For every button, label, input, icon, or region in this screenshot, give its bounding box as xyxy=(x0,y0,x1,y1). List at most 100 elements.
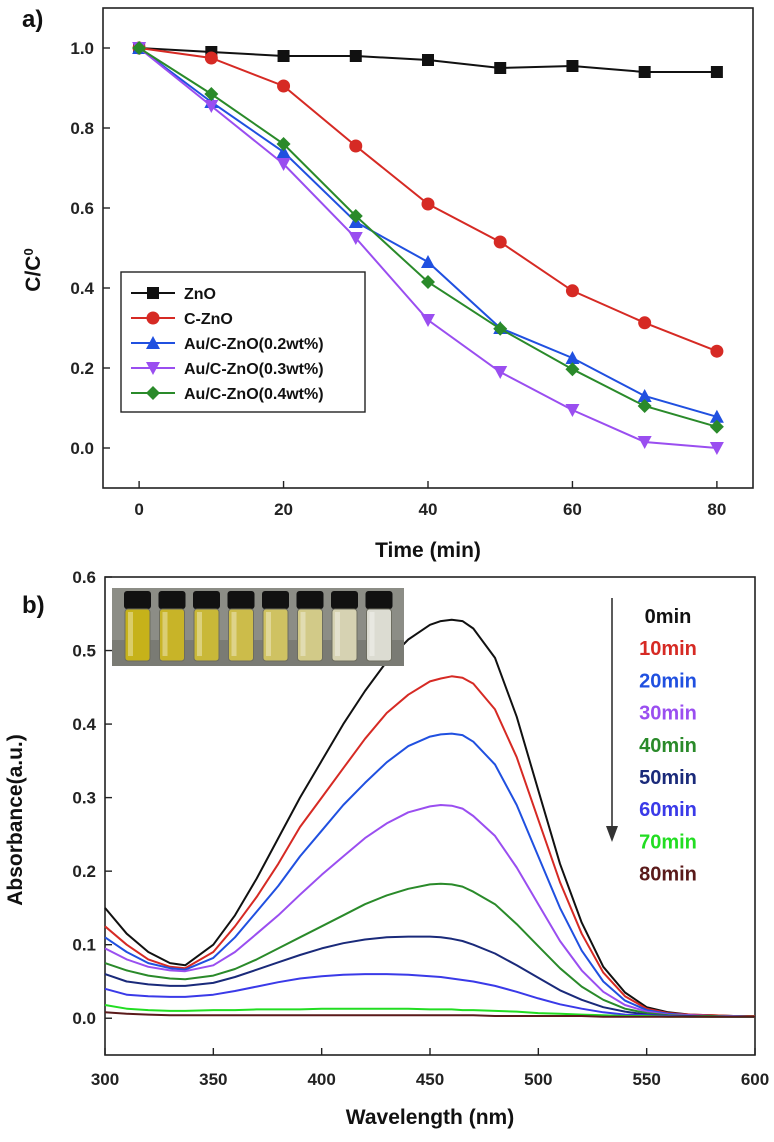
spectrum-line-0min xyxy=(104,618,755,1017)
panel-b-y-tick-label: 0.4 xyxy=(72,715,96,734)
vial-highlight xyxy=(197,612,202,656)
panel-b-x-axis-title: Wavelength (nm) xyxy=(346,1106,514,1129)
panel-b-chart: b) 0.0 0.1 0.2 0.3 0.4 0.5 0.6 300 350 400 450 500… xyxy=(4,568,769,1129)
vial-body xyxy=(331,608,358,662)
vial-cap xyxy=(262,591,289,609)
vial-body xyxy=(193,608,220,662)
vial-row xyxy=(124,591,393,662)
panel-b-y-tick-label: 0.3 xyxy=(72,789,96,808)
vial-highlight xyxy=(369,612,375,656)
panel-b-legend: 0min 10min 20min 30min 40min 50min 60min 70min 8… xyxy=(639,606,697,886)
time-legend-label: 60min xyxy=(639,799,697,821)
panel-a-x-tick-label: 20 xyxy=(274,500,293,519)
data-point-marker xyxy=(709,419,724,434)
data-point-marker xyxy=(276,158,291,171)
data-point-marker xyxy=(348,232,363,245)
vial-cap xyxy=(158,591,186,609)
vial xyxy=(296,591,324,662)
panel-a-y-tick-label: 0.2 xyxy=(70,359,94,378)
data-point-marker xyxy=(204,87,219,101)
data-point-marker xyxy=(494,62,507,74)
data-point-marker xyxy=(422,54,434,66)
legend-label: C-ZnO xyxy=(184,311,233,328)
data-point-marker xyxy=(493,366,508,379)
vial-highlight xyxy=(162,612,168,656)
legend-marker xyxy=(147,287,159,299)
spectrum-line-50min xyxy=(104,935,755,1018)
legend-marker xyxy=(146,386,160,400)
panel-a-y-tick-label: 0.0 xyxy=(70,439,94,458)
data-point-marker xyxy=(710,344,724,358)
legend-marker xyxy=(146,336,160,349)
data-point-marker xyxy=(349,50,362,62)
vial xyxy=(227,591,255,662)
vial-body xyxy=(262,608,289,662)
vial xyxy=(365,591,393,662)
vial-body xyxy=(366,608,392,662)
panel-a-legend: ZnO C-ZnO Au/C-ZnO(0.2wt%) Au/C-ZnO(0.3wt%)… xyxy=(120,271,366,413)
legend-marker xyxy=(146,362,160,375)
data-point-marker xyxy=(276,137,291,151)
vial-cap xyxy=(227,591,255,609)
spectrum-line-80min xyxy=(104,1011,755,1018)
data-point-marker xyxy=(277,50,290,62)
vial xyxy=(262,591,289,662)
vial xyxy=(158,591,186,662)
spectrum-line-10min xyxy=(104,675,755,1017)
panel-b-x-tick-label: 550 xyxy=(632,1070,660,1089)
panel-b-x-tick-label: 450 xyxy=(416,1070,444,1089)
panel-b-y-ticks: 0.0 0.1 0.2 0.3 0.4 0.5 0.6 xyxy=(72,568,112,1028)
time-legend-label: 80min xyxy=(639,864,697,886)
vial-body xyxy=(159,608,185,662)
data-point-marker xyxy=(638,66,651,78)
panel-b-y-tick-label: 0.0 xyxy=(72,1009,96,1028)
panel-a-chart: a) 0.0 0.2 0.4 0.6 0.8 1.0 0 20 40 60 80 C/C0 Tim… xyxy=(21,6,754,562)
panel-b-series xyxy=(104,618,756,1018)
data-point-marker xyxy=(638,316,652,330)
vial-photo-inset xyxy=(112,588,404,666)
panel-a-series-3 xyxy=(132,42,724,455)
time-legend-label: 20min xyxy=(639,670,697,692)
vial-body xyxy=(297,608,323,662)
data-point-marker xyxy=(421,197,435,211)
data-point-marker xyxy=(277,79,291,93)
vial-body xyxy=(124,608,151,662)
panel-a-x-tick-label: 80 xyxy=(707,500,726,519)
vial-cap xyxy=(193,591,220,609)
panel-a-x-tick-label: 60 xyxy=(563,500,582,519)
vial xyxy=(331,591,358,662)
legend-entry: C-ZnO xyxy=(131,311,233,328)
spectrum-line-20min xyxy=(104,732,756,1018)
panel-a-frame xyxy=(102,7,754,489)
vial xyxy=(193,591,220,662)
panel-b-y-tick-label: 0.5 xyxy=(72,642,96,661)
vial-cap xyxy=(296,591,324,609)
panel-b-y-tick-label: 0.6 xyxy=(72,568,96,587)
data-point-marker xyxy=(348,209,363,223)
legend-label: Au/C-ZnO(0.3wt%) xyxy=(184,361,324,378)
data-point-marker xyxy=(710,66,723,78)
data-point-marker xyxy=(349,139,363,153)
time-legend-label: 70min xyxy=(639,831,697,853)
panel-b-x-tick-label: 600 xyxy=(741,1070,769,1089)
legend-label: Au/C-ZnO(0.2wt%) xyxy=(184,336,324,353)
data-point-marker xyxy=(421,255,435,268)
time-legend-label: 10min xyxy=(639,638,697,660)
legend-marker xyxy=(146,311,160,325)
data-point-marker xyxy=(565,351,580,364)
data-point-marker xyxy=(421,275,435,289)
time-arrow-head-icon xyxy=(606,826,618,842)
legend-label: Au/C-ZnO(0.4wt%) xyxy=(184,386,324,403)
panel-b-x-tick-label: 300 xyxy=(91,1070,119,1089)
data-point-marker xyxy=(637,436,652,449)
panel-a-series-4 xyxy=(132,41,724,434)
data-point-marker xyxy=(565,284,579,298)
data-point-marker xyxy=(132,41,147,55)
data-point-marker xyxy=(709,409,724,423)
data-point-marker xyxy=(204,100,219,113)
spectrum-line-40min xyxy=(104,882,755,1018)
legend-entry: Au/C-ZnO(0.2wt%) xyxy=(131,336,324,353)
panel-a-x-ticks: 0 20 40 60 80 xyxy=(134,481,726,519)
panel-b-y-axis-title: Absorbance(a.u.) xyxy=(4,734,27,906)
